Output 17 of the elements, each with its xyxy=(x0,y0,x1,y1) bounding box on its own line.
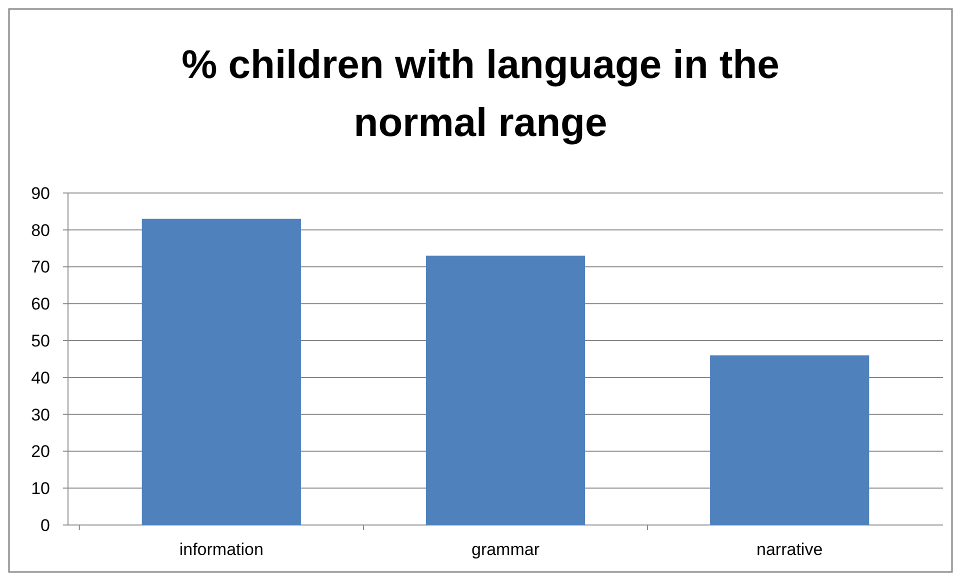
y-tick-label: 50 xyxy=(31,332,50,351)
y-tick-label: 90 xyxy=(31,184,50,203)
y-tick-label: 80 xyxy=(31,220,50,240)
x-tick-label: information xyxy=(179,540,264,559)
y-tick-label: 30 xyxy=(31,405,50,424)
y-tick-label: 70 xyxy=(31,258,50,277)
y-tick-label: 10 xyxy=(31,479,50,498)
chart-title: % children with language in the normal range xyxy=(182,43,780,145)
y-tick-label: 0 xyxy=(40,516,50,535)
x-tick-label: narrative xyxy=(756,540,823,559)
x-tick-label: grammar xyxy=(471,540,540,559)
y-tick-label: 40 xyxy=(31,368,50,388)
y-tick-label: 60 xyxy=(31,294,50,314)
bar xyxy=(710,355,870,525)
bar xyxy=(142,218,301,525)
bar xyxy=(426,256,586,525)
y-tick-label: 20 xyxy=(31,442,50,462)
